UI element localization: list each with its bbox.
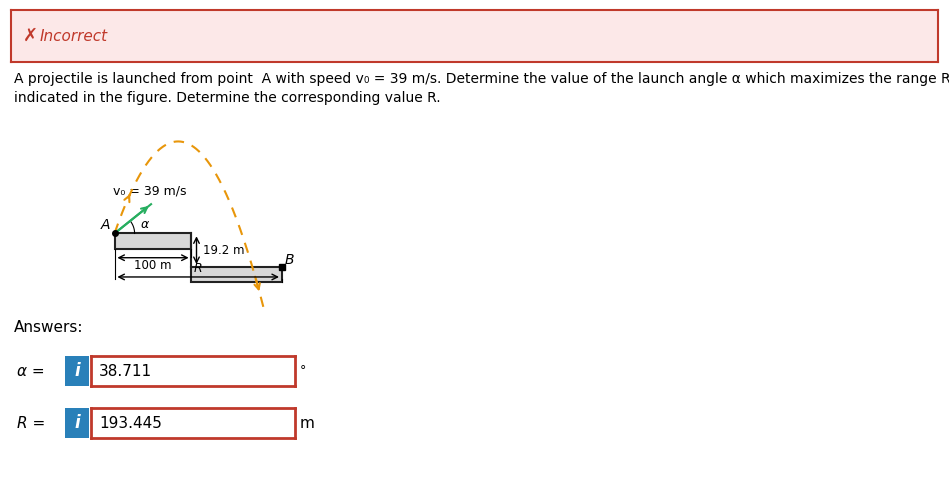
Text: A: A <box>101 218 110 232</box>
Text: v₀ = 39 m/s: v₀ = 39 m/s <box>113 184 186 197</box>
Text: m: m <box>300 416 315 431</box>
Text: °: ° <box>300 365 307 377</box>
Text: 38.711: 38.711 <box>100 364 153 378</box>
Text: indicated in the figure. Determine the corresponding value R.: indicated in the figure. Determine the c… <box>14 91 441 105</box>
Text: B: B <box>285 252 294 266</box>
Text: i: i <box>74 414 80 432</box>
Polygon shape <box>192 267 282 282</box>
Text: R: R <box>194 262 202 275</box>
Text: Incorrect: Incorrect <box>39 28 107 44</box>
Text: 19.2 m: 19.2 m <box>203 244 245 256</box>
Text: R =: R = <box>17 416 46 431</box>
Text: 193.445: 193.445 <box>100 416 162 431</box>
Text: 100 m: 100 m <box>134 258 172 271</box>
Text: A projectile is launched from point  A with speed v₀ = 39 m/s. Determine the val: A projectile is launched from point A wi… <box>14 72 949 86</box>
Text: α: α <box>140 219 149 232</box>
Text: α =: α = <box>17 364 45 378</box>
Polygon shape <box>115 234 192 249</box>
Text: ✗: ✗ <box>23 27 38 45</box>
Text: i: i <box>74 362 80 380</box>
Text: Answers:: Answers: <box>14 320 84 335</box>
